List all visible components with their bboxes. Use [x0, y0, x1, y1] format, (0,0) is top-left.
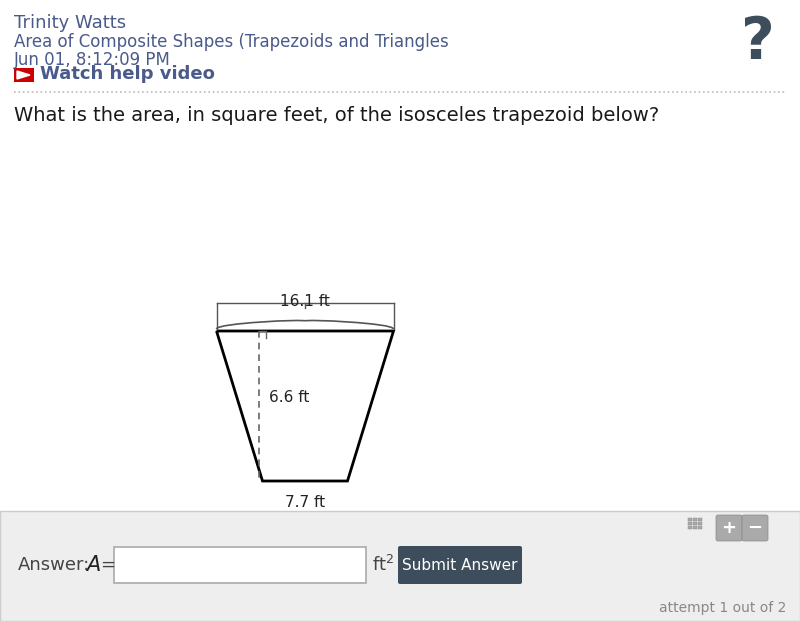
Text: Area of Composite Shapes (Trapezoids and Triangles: Area of Composite Shapes (Trapezoids and…: [14, 33, 449, 51]
Text: 6.6 ft: 6.6 ft: [269, 391, 310, 406]
FancyBboxPatch shape: [693, 522, 697, 525]
Text: $A$: $A$: [85, 555, 101, 575]
Text: 7.7 ft: 7.7 ft: [285, 495, 325, 510]
Polygon shape: [17, 71, 30, 79]
FancyBboxPatch shape: [0, 511, 800, 621]
FancyBboxPatch shape: [693, 518, 697, 521]
FancyBboxPatch shape: [398, 546, 522, 584]
FancyBboxPatch shape: [742, 515, 768, 541]
FancyBboxPatch shape: [688, 526, 692, 529]
Text: Trinity Watts: Trinity Watts: [14, 14, 126, 32]
FancyBboxPatch shape: [114, 547, 366, 583]
Text: =: =: [100, 556, 115, 574]
FancyBboxPatch shape: [14, 68, 34, 82]
Text: Submit Answer: Submit Answer: [402, 558, 518, 573]
Text: −: −: [747, 519, 762, 537]
Text: Jun 01, 8:12:09 PM: Jun 01, 8:12:09 PM: [14, 51, 171, 69]
FancyBboxPatch shape: [698, 522, 702, 525]
Text: What is the area, in square feet, of the isosceles trapezoid below?: What is the area, in square feet, of the…: [14, 106, 659, 125]
FancyBboxPatch shape: [716, 515, 742, 541]
Text: Watch help video: Watch help video: [40, 65, 215, 83]
FancyBboxPatch shape: [688, 518, 692, 521]
Text: 16.1 ft: 16.1 ft: [280, 294, 330, 309]
FancyBboxPatch shape: [698, 518, 702, 521]
FancyBboxPatch shape: [693, 526, 697, 529]
FancyBboxPatch shape: [698, 526, 702, 529]
Text: Answer:: Answer:: [18, 556, 90, 574]
Text: +: +: [722, 519, 737, 537]
Text: ?: ?: [741, 14, 775, 71]
Text: attempt 1 out of 2: attempt 1 out of 2: [658, 601, 786, 615]
Text: ft$^2$: ft$^2$: [372, 555, 394, 575]
FancyBboxPatch shape: [688, 522, 692, 525]
